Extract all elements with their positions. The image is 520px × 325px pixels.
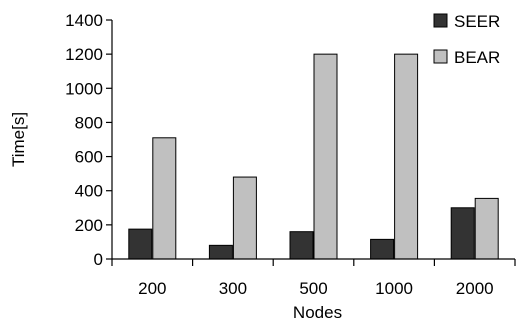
x-tick-label: 300 <box>219 279 247 298</box>
x-tick-label: 200 <box>138 279 166 298</box>
x-axis-ticks: 200 300 500 1000 2000 <box>111 259 516 298</box>
y-tick-label: 1400 <box>65 11 103 30</box>
bars-group <box>128 53 499 260</box>
x-axis-title: Nodes <box>293 303 342 322</box>
bar-seer-2000 <box>450 207 475 260</box>
x-tick-label: 500 <box>299 279 327 298</box>
legend-swatch-bear <box>433 49 448 64</box>
bar-bear-300 <box>232 176 257 260</box>
bar-seer-500 <box>289 231 314 260</box>
x-tick-label: 2000 <box>456 279 494 298</box>
y-tick-label: 200 <box>75 216 103 235</box>
y-tick-label: 600 <box>75 148 103 167</box>
x-tick-label: 1000 <box>375 279 413 298</box>
y-axis-ticks: 0 200 400 600 800 1000 1200 1400 <box>65 11 112 269</box>
bar-bear-2000 <box>474 197 499 260</box>
bar-seer-1000 <box>370 238 395 260</box>
y-tick-label: 1200 <box>65 45 103 64</box>
bar-bear-200 <box>152 137 177 260</box>
legend-swatch-seer <box>433 13 448 28</box>
y-tick-label: 400 <box>75 182 103 201</box>
bar-seer-200 <box>128 228 153 260</box>
y-tick-label: 0 <box>94 250 103 269</box>
legend: SEER BEAR <box>433 12 500 67</box>
legend-label-seer: SEER <box>454 12 500 31</box>
y-tick-label: 800 <box>75 113 103 132</box>
legend-label-bear: BEAR <box>454 48 500 67</box>
y-axis-title: Time[s] <box>9 112 28 167</box>
bar-seer-300 <box>208 244 233 260</box>
bar-bear-500 <box>313 53 338 260</box>
y-tick-label: 1000 <box>65 79 103 98</box>
bar-bear-1000 <box>394 53 419 260</box>
